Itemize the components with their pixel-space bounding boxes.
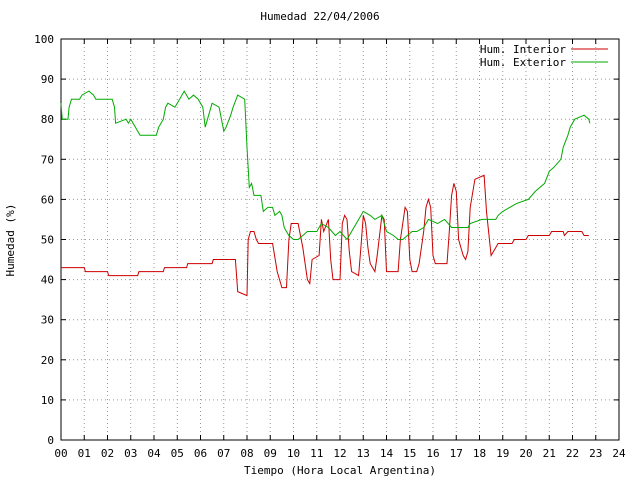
x-axis-label: Tiempo (Hora Local Argentina) bbox=[243, 464, 437, 477]
x-tick-label: 12 bbox=[333, 447, 346, 460]
y-tick-label: 60 bbox=[41, 193, 54, 206]
x-tick-label: 10 bbox=[287, 447, 300, 460]
y-tick-label: 10 bbox=[41, 394, 54, 407]
x-tick-label: 03 bbox=[124, 447, 137, 460]
x-tick-label: 15 bbox=[403, 447, 416, 460]
series-line-exterior bbox=[60, 90, 591, 241]
x-tick-label: 00 bbox=[54, 447, 67, 460]
series-line-interior bbox=[61, 174, 589, 297]
y-tick-label: 90 bbox=[41, 73, 54, 86]
x-tick-label: 06 bbox=[194, 447, 207, 460]
x-tick-label: 11 bbox=[310, 447, 323, 460]
x-tick-label: 09 bbox=[264, 447, 277, 460]
y-tick-label: 40 bbox=[41, 274, 54, 287]
x-tick-label: 22 bbox=[566, 447, 579, 460]
x-tick-label: 08 bbox=[240, 447, 253, 460]
x-tick-label: 04 bbox=[147, 447, 161, 460]
y-tick-label: 50 bbox=[41, 234, 54, 247]
chart-title: Humedad 22/04/2006 bbox=[260, 10, 380, 23]
x-tick-label: 21 bbox=[543, 447, 556, 460]
y-tick-label: 0 bbox=[47, 434, 54, 447]
x-tick-label: 20 bbox=[519, 447, 532, 460]
x-tick-label: 17 bbox=[450, 447, 463, 460]
x-tick-label: 16 bbox=[426, 447, 439, 460]
y-tick-label: 70 bbox=[41, 153, 54, 166]
x-tick-label: 02 bbox=[101, 447, 114, 460]
x-tick-label: 14 bbox=[380, 447, 394, 460]
legend-label-interior: Hum. Interior bbox=[480, 43, 566, 56]
x-tick-label: 24 bbox=[612, 447, 626, 460]
y-tick-label: 30 bbox=[41, 314, 54, 327]
x-tick-label: 13 bbox=[357, 447, 370, 460]
x-tick-label: 23 bbox=[589, 447, 602, 460]
y-tick-label: 20 bbox=[41, 354, 54, 367]
x-tick-label: 07 bbox=[217, 447, 230, 460]
x-tick-label: 05 bbox=[171, 447, 184, 460]
legend-label-exterior: Hum. Exterior bbox=[480, 56, 566, 69]
y-axis-label: Humedad (%) bbox=[4, 203, 17, 277]
x-tick-label: 19 bbox=[496, 447, 509, 460]
y-tick-label: 80 bbox=[41, 113, 54, 126]
y-tick-label: 100 bbox=[34, 33, 54, 46]
x-tick-label: 18 bbox=[473, 447, 486, 460]
x-tick-label: 01 bbox=[78, 447, 91, 460]
